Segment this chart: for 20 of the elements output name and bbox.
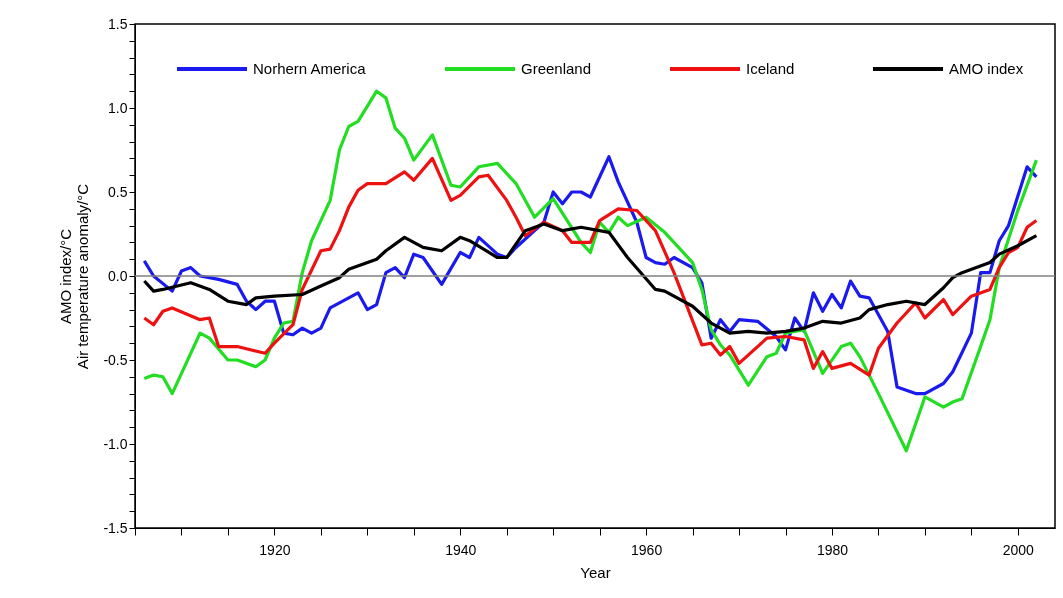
line-series xyxy=(142,89,1039,453)
x-tick-label: 1940 xyxy=(445,541,477,558)
x-tick-label: 1980 xyxy=(816,541,849,558)
y-tick-label: -1.0 xyxy=(103,435,128,452)
y-tick-label: -1.5 xyxy=(103,519,128,536)
legend-label: Iceland xyxy=(746,60,795,77)
y-axis-title: AMO index/°C Air temperature anomaly/°C xyxy=(57,183,92,370)
legend-label: Greenland xyxy=(521,60,592,77)
legend-label: Norhern America xyxy=(253,60,367,77)
x-tick-label: 1960 xyxy=(631,541,663,558)
y-tick-label: 1.5 xyxy=(108,15,128,32)
x-tick-label: 2000 xyxy=(1002,541,1035,558)
y-tick-label: 0.5 xyxy=(108,183,128,200)
y-tick-label: 0.0 xyxy=(108,267,128,284)
legend-label: AMO index xyxy=(949,60,1024,77)
x-tick-label: 1920 xyxy=(259,541,291,558)
y-tick-label: -0.5 xyxy=(103,351,128,368)
x-axis-title: Year xyxy=(580,563,611,581)
y-tick-label: 1.0 xyxy=(108,99,128,116)
line-series xyxy=(142,222,1039,335)
